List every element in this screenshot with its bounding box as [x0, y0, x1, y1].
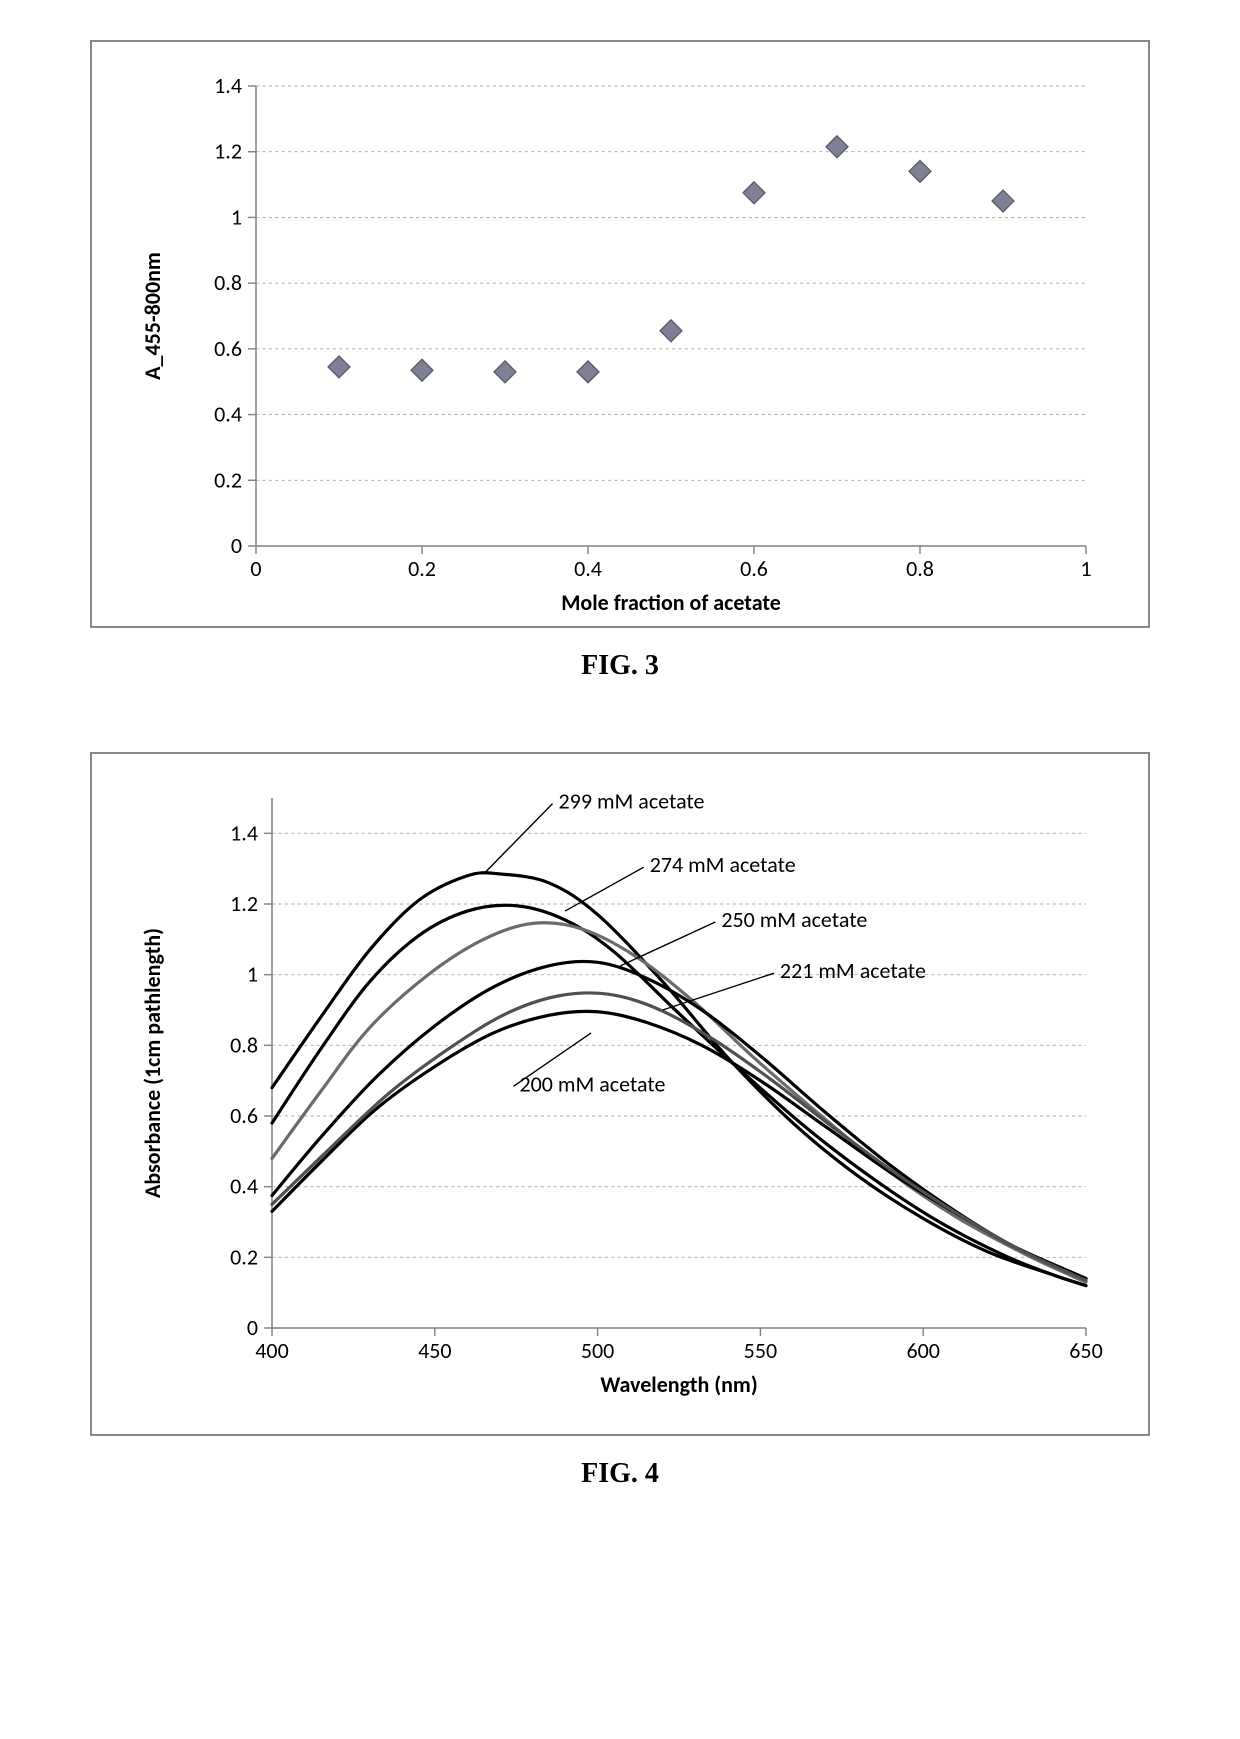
svg-text:1: 1	[247, 961, 258, 988]
svg-text:1.4: 1.4	[214, 72, 242, 99]
figure-4-chart: 400 450 500 550 600 650 0 0.2 0.4 0.6 0.8 1 1.2 1.4 Wa…	[92, 754, 1132, 1434]
svg-text:0.4: 0.4	[574, 555, 602, 582]
svg-text:0.4: 0.4	[230, 1173, 258, 1200]
figure-4-caption: FIG. 4	[90, 1458, 1150, 1490]
svg-text:600: 600	[906, 1337, 939, 1364]
svg-text:0: 0	[247, 1314, 258, 1341]
svg-text:0.8: 0.8	[906, 555, 934, 582]
page: 0 0.2 0.4 0.6 0.8 1 0 0.2 0.4 0.6 0.8 1 1.2 1.4 Mole f…	[0, 0, 1240, 1620]
svg-text:200 mM acetate: 200 mM acetate	[519, 1070, 665, 1097]
svg-text:299 mM acetate: 299 mM acetate	[559, 788, 705, 815]
figure-3-chart: 0 0.2 0.4 0.6 0.8 1 0 0.2 0.4 0.6 0.8 1 1.2 1.4 Mole f…	[92, 42, 1132, 626]
svg-text:0.2: 0.2	[230, 1243, 258, 1270]
svg-text:0.6: 0.6	[214, 335, 242, 362]
svg-text:Wavelength (nm): Wavelength (nm)	[600, 1371, 757, 1398]
svg-text:Mole fraction of acetate: Mole fraction of acetate	[561, 589, 781, 616]
svg-text:0.8: 0.8	[214, 269, 242, 296]
svg-text:450: 450	[418, 1337, 451, 1364]
svg-text:0: 0	[231, 532, 242, 559]
svg-text:0.6: 0.6	[740, 555, 768, 582]
svg-text:1: 1	[231, 203, 242, 230]
svg-text:400: 400	[255, 1337, 288, 1364]
svg-text:650: 650	[1069, 1337, 1102, 1364]
svg-text:Absorbance (1cm pathlength): Absorbance (1cm pathlength)	[139, 928, 166, 1198]
svg-text:1.2: 1.2	[230, 890, 258, 917]
svg-text:1.2: 1.2	[214, 138, 242, 165]
svg-text:274 mM acetate: 274 mM acetate	[650, 851, 796, 878]
svg-text:0: 0	[250, 555, 261, 582]
svg-text:221 mM acetate: 221 mM acetate	[780, 957, 926, 984]
svg-text:0.4: 0.4	[214, 401, 242, 428]
svg-text:0.2: 0.2	[408, 555, 436, 582]
figure-3-caption: FIG. 3	[90, 650, 1150, 682]
figure-3-frame: 0 0.2 0.4 0.6 0.8 1 0 0.2 0.4 0.6 0.8 1 1.2 1.4 Mole f…	[90, 40, 1150, 628]
svg-text:250 mM acetate: 250 mM acetate	[721, 906, 867, 933]
svg-text:0.2: 0.2	[214, 466, 242, 493]
svg-text:0.8: 0.8	[230, 1031, 258, 1058]
svg-text:1.4: 1.4	[230, 819, 258, 846]
svg-text:1: 1	[1080, 555, 1091, 582]
svg-text:500: 500	[581, 1337, 614, 1364]
svg-text:A_455-800nm: A_455-800nm	[139, 252, 166, 380]
svg-text:0.6: 0.6	[230, 1102, 258, 1129]
svg-text:550: 550	[744, 1337, 777, 1364]
figure-4-frame: 400 450 500 550 600 650 0 0.2 0.4 0.6 0.8 1 1.2 1.4 Wa…	[90, 752, 1150, 1436]
